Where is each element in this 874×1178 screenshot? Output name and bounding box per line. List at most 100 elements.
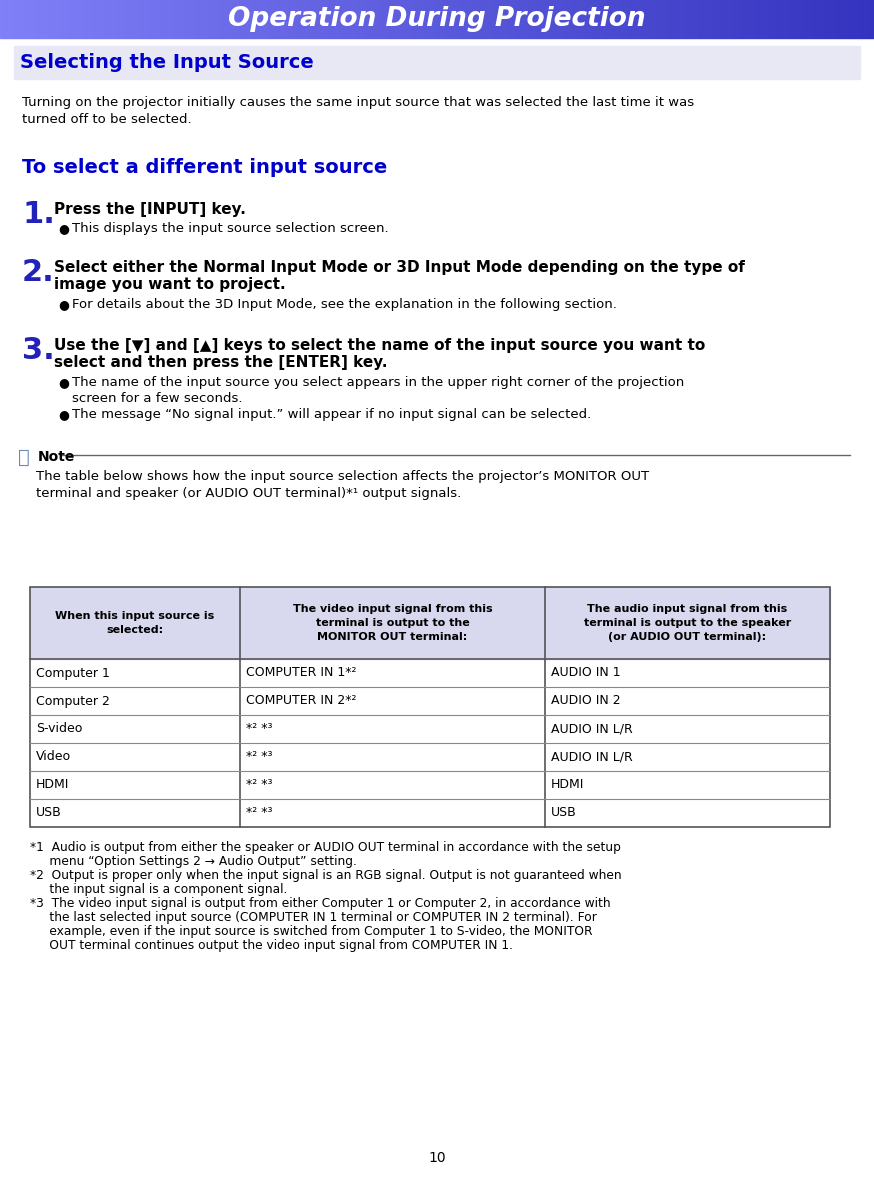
- Text: 2.: 2.: [22, 258, 55, 287]
- Bar: [398, 0, 402, 38]
- Text: terminal is output to the: terminal is output to the: [316, 618, 469, 628]
- Bar: [489, 0, 494, 38]
- Bar: [629, 0, 634, 38]
- Text: AUDIO IN 2: AUDIO IN 2: [551, 695, 621, 708]
- Bar: [389, 0, 393, 38]
- Bar: [406, 0, 411, 38]
- Bar: [218, 0, 223, 38]
- Bar: [223, 0, 227, 38]
- Bar: [865, 0, 870, 38]
- Bar: [704, 0, 708, 38]
- Bar: [315, 0, 319, 38]
- Bar: [92, 0, 96, 38]
- Bar: [795, 0, 800, 38]
- Bar: [210, 0, 214, 38]
- Bar: [765, 0, 769, 38]
- Bar: [503, 0, 507, 38]
- Bar: [26, 0, 31, 38]
- Text: 10: 10: [428, 1151, 446, 1165]
- Bar: [328, 0, 332, 38]
- Text: *1  Audio is output from either the speaker or AUDIO OUT terminal in accordance : *1 Audio is output from either the speak…: [30, 841, 621, 854]
- Bar: [70, 0, 74, 38]
- Text: AUDIO IN L/R: AUDIO IN L/R: [551, 750, 633, 763]
- Bar: [826, 0, 830, 38]
- Bar: [642, 0, 647, 38]
- Bar: [118, 0, 122, 38]
- Bar: [660, 0, 664, 38]
- Bar: [551, 0, 555, 38]
- Bar: [712, 0, 717, 38]
- Bar: [297, 0, 302, 38]
- Text: The video input signal from this: The video input signal from this: [293, 604, 492, 614]
- Text: 🖊: 🖊: [18, 448, 30, 466]
- Bar: [848, 0, 852, 38]
- Bar: [214, 0, 218, 38]
- Bar: [476, 0, 481, 38]
- Bar: [572, 0, 577, 38]
- Bar: [839, 0, 843, 38]
- Bar: [708, 0, 712, 38]
- Bar: [791, 0, 795, 38]
- Bar: [773, 0, 778, 38]
- Bar: [96, 0, 101, 38]
- Bar: [787, 0, 791, 38]
- Text: Note: Note: [38, 450, 75, 464]
- Bar: [852, 0, 857, 38]
- Bar: [258, 0, 262, 38]
- Bar: [717, 0, 721, 38]
- Bar: [253, 0, 258, 38]
- Bar: [280, 0, 284, 38]
- Text: The name of the input source you select appears in the upper right corner of the: The name of the input source you select …: [72, 376, 684, 389]
- Bar: [446, 0, 450, 38]
- Text: image you want to project.: image you want to project.: [54, 277, 286, 292]
- Bar: [485, 0, 489, 38]
- Text: menu “Option Settings 2 → Audio Output” setting.: menu “Option Settings 2 → Audio Output” …: [30, 855, 357, 868]
- Bar: [699, 0, 704, 38]
- Bar: [769, 0, 773, 38]
- Text: Operation During Projection: Operation During Projection: [228, 6, 646, 32]
- Text: OUT terminal continues output the video input signal from COMPUTER IN 1.: OUT terminal continues output the video …: [30, 939, 513, 952]
- Text: *² *³: *² *³: [246, 750, 273, 763]
- Bar: [245, 0, 249, 38]
- Bar: [267, 0, 271, 38]
- Bar: [830, 0, 835, 38]
- Bar: [555, 0, 559, 38]
- Bar: [135, 0, 140, 38]
- Bar: [817, 0, 822, 38]
- Text: MONITOR OUT terminal:: MONITOR OUT terminal:: [317, 633, 468, 642]
- Bar: [341, 0, 345, 38]
- Bar: [66, 0, 70, 38]
- Bar: [594, 0, 599, 38]
- Bar: [162, 0, 166, 38]
- Bar: [415, 0, 420, 38]
- Text: ●: ●: [58, 408, 69, 421]
- Bar: [782, 0, 787, 38]
- Bar: [57, 0, 61, 38]
- Bar: [524, 0, 529, 38]
- Bar: [647, 0, 651, 38]
- Text: COMPUTER IN 1*²: COMPUTER IN 1*²: [246, 667, 357, 680]
- Bar: [127, 0, 131, 38]
- Bar: [122, 0, 127, 38]
- Text: Selecting the Input Source: Selecting the Input Source: [20, 53, 314, 72]
- Bar: [760, 0, 765, 38]
- Bar: [293, 0, 297, 38]
- Bar: [634, 0, 638, 38]
- Bar: [288, 0, 293, 38]
- Bar: [9, 0, 13, 38]
- Bar: [179, 0, 184, 38]
- Bar: [205, 0, 210, 38]
- Bar: [376, 0, 380, 38]
- Bar: [249, 0, 253, 38]
- Bar: [468, 0, 472, 38]
- Bar: [201, 0, 205, 38]
- Bar: [590, 0, 594, 38]
- Bar: [31, 0, 35, 38]
- Text: The table below shows how the input source selection affects the projector’s MON: The table below shows how the input sour…: [36, 470, 649, 483]
- Bar: [197, 0, 201, 38]
- Bar: [227, 0, 232, 38]
- Bar: [4, 0, 9, 38]
- Text: *² *³: *² *³: [246, 807, 273, 820]
- Bar: [450, 0, 454, 38]
- Bar: [420, 0, 424, 38]
